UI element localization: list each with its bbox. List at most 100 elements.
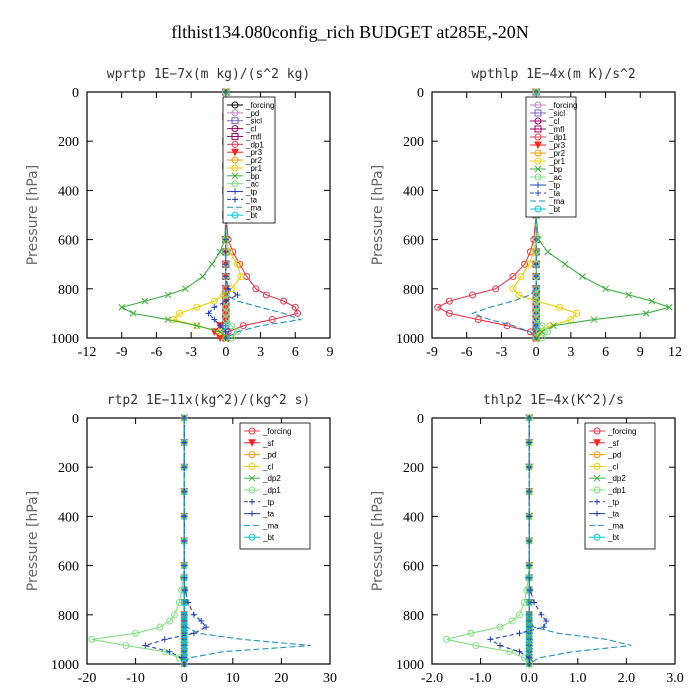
legend-label: _tp: [262, 498, 275, 507]
series-line: [183, 418, 311, 665]
legend-marker: [248, 533, 256, 541]
series-tp: [487, 415, 550, 667]
x-tick-label: -1.0: [470, 671, 492, 686]
legend-label: _forcing: [245, 101, 274, 110]
y-tick-label: 400: [403, 184, 424, 199]
legend-marker: [535, 182, 541, 188]
legend-label: _pd: [245, 109, 259, 118]
legend-label: _sf: [262, 439, 274, 448]
y-axis-label: Pressure [hPa]: [370, 491, 386, 591]
series-marker: [555, 303, 563, 311]
legend: _forcing _sf _pd _cl _dp2 _dp1 _tp _ta _ma _bt: [239, 422, 311, 550]
series-marker: [530, 236, 538, 244]
panel-title: rtp2 1E−11x(kg^2)/(kg^2 s): [107, 393, 311, 408]
series-marker: [487, 636, 494, 643]
series-marker: [579, 273, 586, 280]
legend-marker: [534, 133, 542, 141]
legend-marker: [231, 125, 239, 133]
x-tick-label: 1.0: [569, 671, 587, 686]
legend-label: _ac: [548, 173, 562, 182]
legend-marker: [231, 140, 239, 148]
plot-frame: [86, 417, 331, 665]
series-marker: [199, 273, 207, 280]
series-marker: [503, 322, 511, 330]
legend-label: _ta: [607, 510, 620, 519]
series-marker: [225, 285, 232, 292]
legend-marker: [593, 486, 601, 494]
legend-label: _bt: [607, 533, 620, 542]
series-marker: [166, 648, 173, 655]
legend-label: _ta: [548, 189, 561, 198]
series-marker: [648, 297, 656, 305]
series-marker: [216, 248, 224, 256]
legend-label: _ta: [262, 510, 275, 519]
series-marker: [509, 285, 517, 293]
series-ma: [528, 418, 632, 665]
legend-label: _ma: [262, 521, 279, 530]
series-marker: [181, 661, 188, 667]
x-tick-label: 3: [567, 345, 574, 360]
x-tick-label: -6: [461, 345, 473, 360]
x-tick-label: -3: [496, 345, 508, 360]
legend-label: _cl: [245, 125, 256, 134]
series-dp1: [434, 88, 540, 342]
series-marker: [474, 316, 482, 324]
series-marker: [222, 298, 229, 305]
series-marker: [182, 285, 189, 293]
legend-label: _pr1: [548, 157, 566, 166]
legend-label: _bp: [245, 172, 260, 181]
legend-marker: [248, 486, 256, 494]
series-marker: [178, 654, 185, 661]
legend-marker: [249, 510, 255, 517]
y-tick-label: 1000: [396, 332, 424, 347]
series-marker: [469, 291, 476, 299]
series-marker: [573, 309, 581, 317]
series-marker: [176, 309, 184, 317]
panel-title: thlp2 1E−4x(K^2)/s: [483, 393, 624, 408]
series-marker: [497, 642, 504, 649]
x-tick-label: -12: [78, 345, 97, 360]
x-tick-label: 20: [274, 671, 288, 686]
legend-label: _tp: [607, 498, 620, 507]
legend-label: _dp1: [262, 486, 281, 495]
y-tick-label: 200: [403, 461, 424, 476]
series-marker: [170, 611, 178, 619]
legend-marker: [248, 439, 256, 447]
legend-label: _pd: [607, 451, 621, 460]
x-tick-label: 6: [602, 345, 609, 360]
series-marker: [445, 309, 453, 317]
legend-marker: [594, 498, 600, 505]
series-marker: [156, 623, 164, 631]
legend-box: [525, 96, 577, 218]
y-tick-label: 400: [403, 510, 424, 525]
series-marker: [538, 328, 546, 336]
series-marker: [208, 260, 216, 268]
legend-marker: [534, 101, 542, 109]
legend-marker: [534, 125, 542, 133]
legend-marker: [231, 172, 239, 180]
panel-title: wprtp 1E−7x(m kg)/(s^2 kg): [107, 67, 311, 82]
y-tick-label: 400: [58, 510, 79, 525]
x-tick-label: -10: [126, 671, 145, 686]
legend-marker: [535, 190, 541, 196]
series-marker: [234, 291, 241, 298]
legend-label: _dp1: [607, 486, 626, 495]
legend-label: _pr3: [548, 141, 566, 150]
plot-frame: [431, 417, 676, 665]
legend-label: _cl: [262, 462, 273, 471]
series-marker: [190, 611, 197, 618]
series-marker: [544, 328, 552, 336]
series-marker: [268, 316, 276, 324]
legend-label: _sicl: [245, 117, 262, 126]
legend-label: _ma: [607, 521, 624, 530]
series-marker: [210, 297, 218, 305]
series-line: [120, 92, 227, 339]
series-marker: [141, 297, 149, 305]
legend-marker: [593, 474, 601, 482]
series-marker: [233, 260, 241, 268]
legend-label: _forcing: [548, 101, 577, 110]
legend-marker: [249, 498, 255, 505]
y-tick-label: 600: [403, 560, 424, 575]
series-marker: [521, 260, 529, 268]
series-marker: [625, 291, 633, 299]
